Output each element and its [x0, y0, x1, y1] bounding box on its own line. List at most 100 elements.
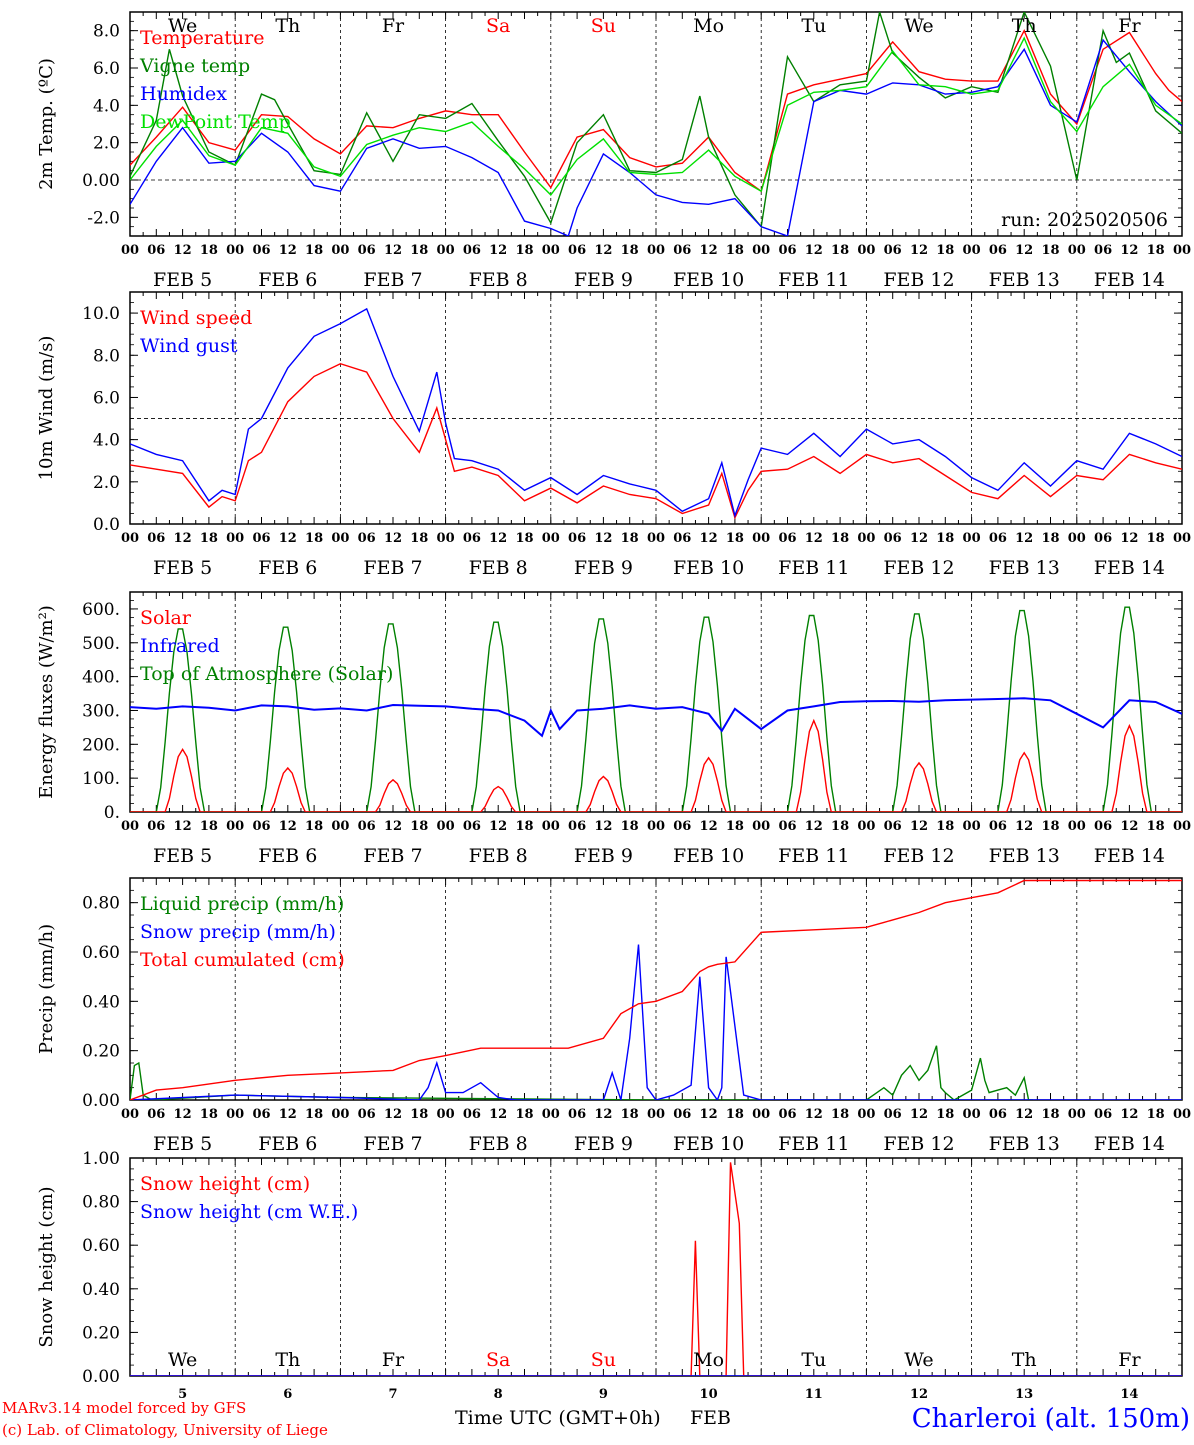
- x-date-label: FEB 12: [883, 269, 954, 291]
- x-hour-label: 18: [1041, 1107, 1059, 1122]
- series-line-vigne-temp: [130, 12, 1182, 229]
- x-hour-label: 18: [200, 819, 218, 834]
- panel-4: 0.00 0.20 0.40 0.60 0.80 Precip (mm/h) Liquid …: [36, 877, 1191, 1155]
- x-hour-label: 06: [778, 1107, 796, 1122]
- day-abbr-label-bottom: Th: [275, 1349, 300, 1371]
- x-hour-label: 00: [331, 531, 349, 546]
- x-hour-label: 06: [463, 819, 481, 834]
- y-axis-label: 10m Wind (m/s): [36, 336, 57, 481]
- day-abbr-label-bottom: Fr: [382, 1349, 405, 1371]
- series-line-top-of-atmosphere-solar-: [130, 606, 1182, 812]
- x-hour-label: 18: [200, 243, 218, 258]
- x-hour-label: 18: [410, 531, 428, 546]
- day-abbr-label: Mo: [693, 15, 724, 37]
- y-axis-label: 2m Temp. (ºC): [36, 58, 57, 190]
- x-date-label: FEB 11: [778, 1133, 849, 1155]
- x-hour-label: 00: [437, 819, 455, 834]
- day-number-label: 8: [494, 1387, 503, 1402]
- y-tick-label: 0.20: [82, 1323, 120, 1343]
- x-date-label: FEB 7: [363, 557, 422, 579]
- x-hour-label: 06: [463, 531, 481, 546]
- panel-1: -2.0 0.00 2.0 4.0 6.0 8.0 2m Temp. (ºC) Tempera…: [36, 11, 1191, 291]
- x-date-label: FEB 13: [989, 845, 1060, 867]
- x-axis-month: FEB: [690, 1407, 731, 1429]
- x-hour-label: 18: [1147, 243, 1165, 258]
- y-tick-label: 6.0: [93, 59, 120, 79]
- y-tick-label: 0.40: [82, 1280, 120, 1300]
- x-hour-label: 00: [857, 1107, 875, 1122]
- x-hour-label: 12: [489, 1107, 507, 1122]
- x-hour-label: 12: [279, 531, 297, 546]
- y-tick-label: 500.: [82, 634, 120, 654]
- x-hour-label: 12: [700, 1107, 718, 1122]
- x-hour-label: 18: [515, 1107, 533, 1122]
- x-hour-label: 12: [805, 1107, 823, 1122]
- panel-5: 0.00 0.20 0.40 0.60 0.80 1.00 Snow height (cm)…: [36, 1149, 1183, 1387]
- x-hour-label: 06: [778, 243, 796, 258]
- x-hour-label: 00: [857, 531, 875, 546]
- x-date-label: FEB 6: [258, 557, 317, 579]
- x-hour-label: 00: [226, 819, 244, 834]
- x-hour-label: 18: [831, 531, 849, 546]
- x-date-label: FEB 5: [153, 269, 212, 291]
- x-hour-label: 06: [1094, 819, 1112, 834]
- x-hour-label: 06: [673, 531, 691, 546]
- x-hour-label: 00: [963, 819, 981, 834]
- x-hour-label: 12: [805, 531, 823, 546]
- x-hour-label: 06: [147, 819, 165, 834]
- series-line-total-cumulated-cm-: [130, 879, 1182, 1100]
- x-date-label: FEB 6: [258, 845, 317, 867]
- series-line-temperature: [130, 29, 1182, 193]
- y-tick-label: 0.00: [82, 171, 120, 191]
- x-hour-label: 12: [700, 243, 718, 258]
- y-tick-label: 0.0: [93, 515, 120, 535]
- model-credit: MARv3.14 model forced by GFS: [2, 1399, 246, 1417]
- x-hour-label: 06: [884, 819, 902, 834]
- x-hour-label: 18: [936, 819, 954, 834]
- x-date-label: FEB 8: [469, 1133, 528, 1155]
- day-number-label: 11: [805, 1387, 823, 1402]
- x-hour-label: 06: [884, 243, 902, 258]
- x-hour-label: 18: [200, 1107, 218, 1122]
- x-hour-label: 00: [121, 531, 139, 546]
- x-hour-label: 18: [621, 243, 639, 258]
- x-hour-label: 00: [647, 243, 665, 258]
- x-hour-label: 12: [805, 243, 823, 258]
- x-hour-label: 00: [226, 243, 244, 258]
- x-hour-label: 00: [542, 243, 560, 258]
- x-date-label: FEB 9: [574, 845, 633, 867]
- x-hour-label: 06: [358, 243, 376, 258]
- x-hour-label: 18: [726, 243, 744, 258]
- x-date-label: FEB 14: [1094, 269, 1165, 291]
- y-tick-label: 10.0: [82, 304, 120, 324]
- x-axis-title: Time UTC (GMT+0h): [455, 1407, 661, 1429]
- x-date-label: FEB 9: [574, 557, 633, 579]
- x-date-label: FEB 10: [673, 845, 744, 867]
- x-hour-label: 18: [831, 819, 849, 834]
- x-hour-label: 12: [174, 1107, 192, 1122]
- legend-entry: Solar: [140, 607, 192, 629]
- x-hour-label: 12: [910, 243, 928, 258]
- x-hour-label: 18: [200, 531, 218, 546]
- y-tick-label: 0.60: [82, 1236, 120, 1256]
- x-hour-label: 00: [437, 1107, 455, 1122]
- x-hour-label: 00: [542, 819, 560, 834]
- x-hour-label: 00: [331, 819, 349, 834]
- x-hour-label: 12: [279, 1107, 297, 1122]
- x-hour-label: 12: [489, 243, 507, 258]
- x-hour-label: 12: [700, 819, 718, 834]
- y-axis-label: Precip (mm/h): [36, 924, 57, 1054]
- day-abbr-label: We: [904, 15, 933, 37]
- y-tick-label: 4.0: [93, 431, 120, 451]
- x-date-label: FEB 12: [883, 845, 954, 867]
- y-tick-label: 0.60: [82, 943, 120, 963]
- day-number-label: 5: [178, 1387, 187, 1402]
- x-hour-label: 12: [594, 243, 612, 258]
- x-date-label: FEB 13: [989, 269, 1060, 291]
- y-tick-label: 4.0: [93, 96, 120, 116]
- x-hour-label: 06: [1094, 243, 1112, 258]
- x-hour-label: 06: [358, 1107, 376, 1122]
- x-date-label: FEB 14: [1094, 1133, 1165, 1155]
- x-hour-label: 00: [226, 531, 244, 546]
- x-date-label: FEB 11: [778, 557, 849, 579]
